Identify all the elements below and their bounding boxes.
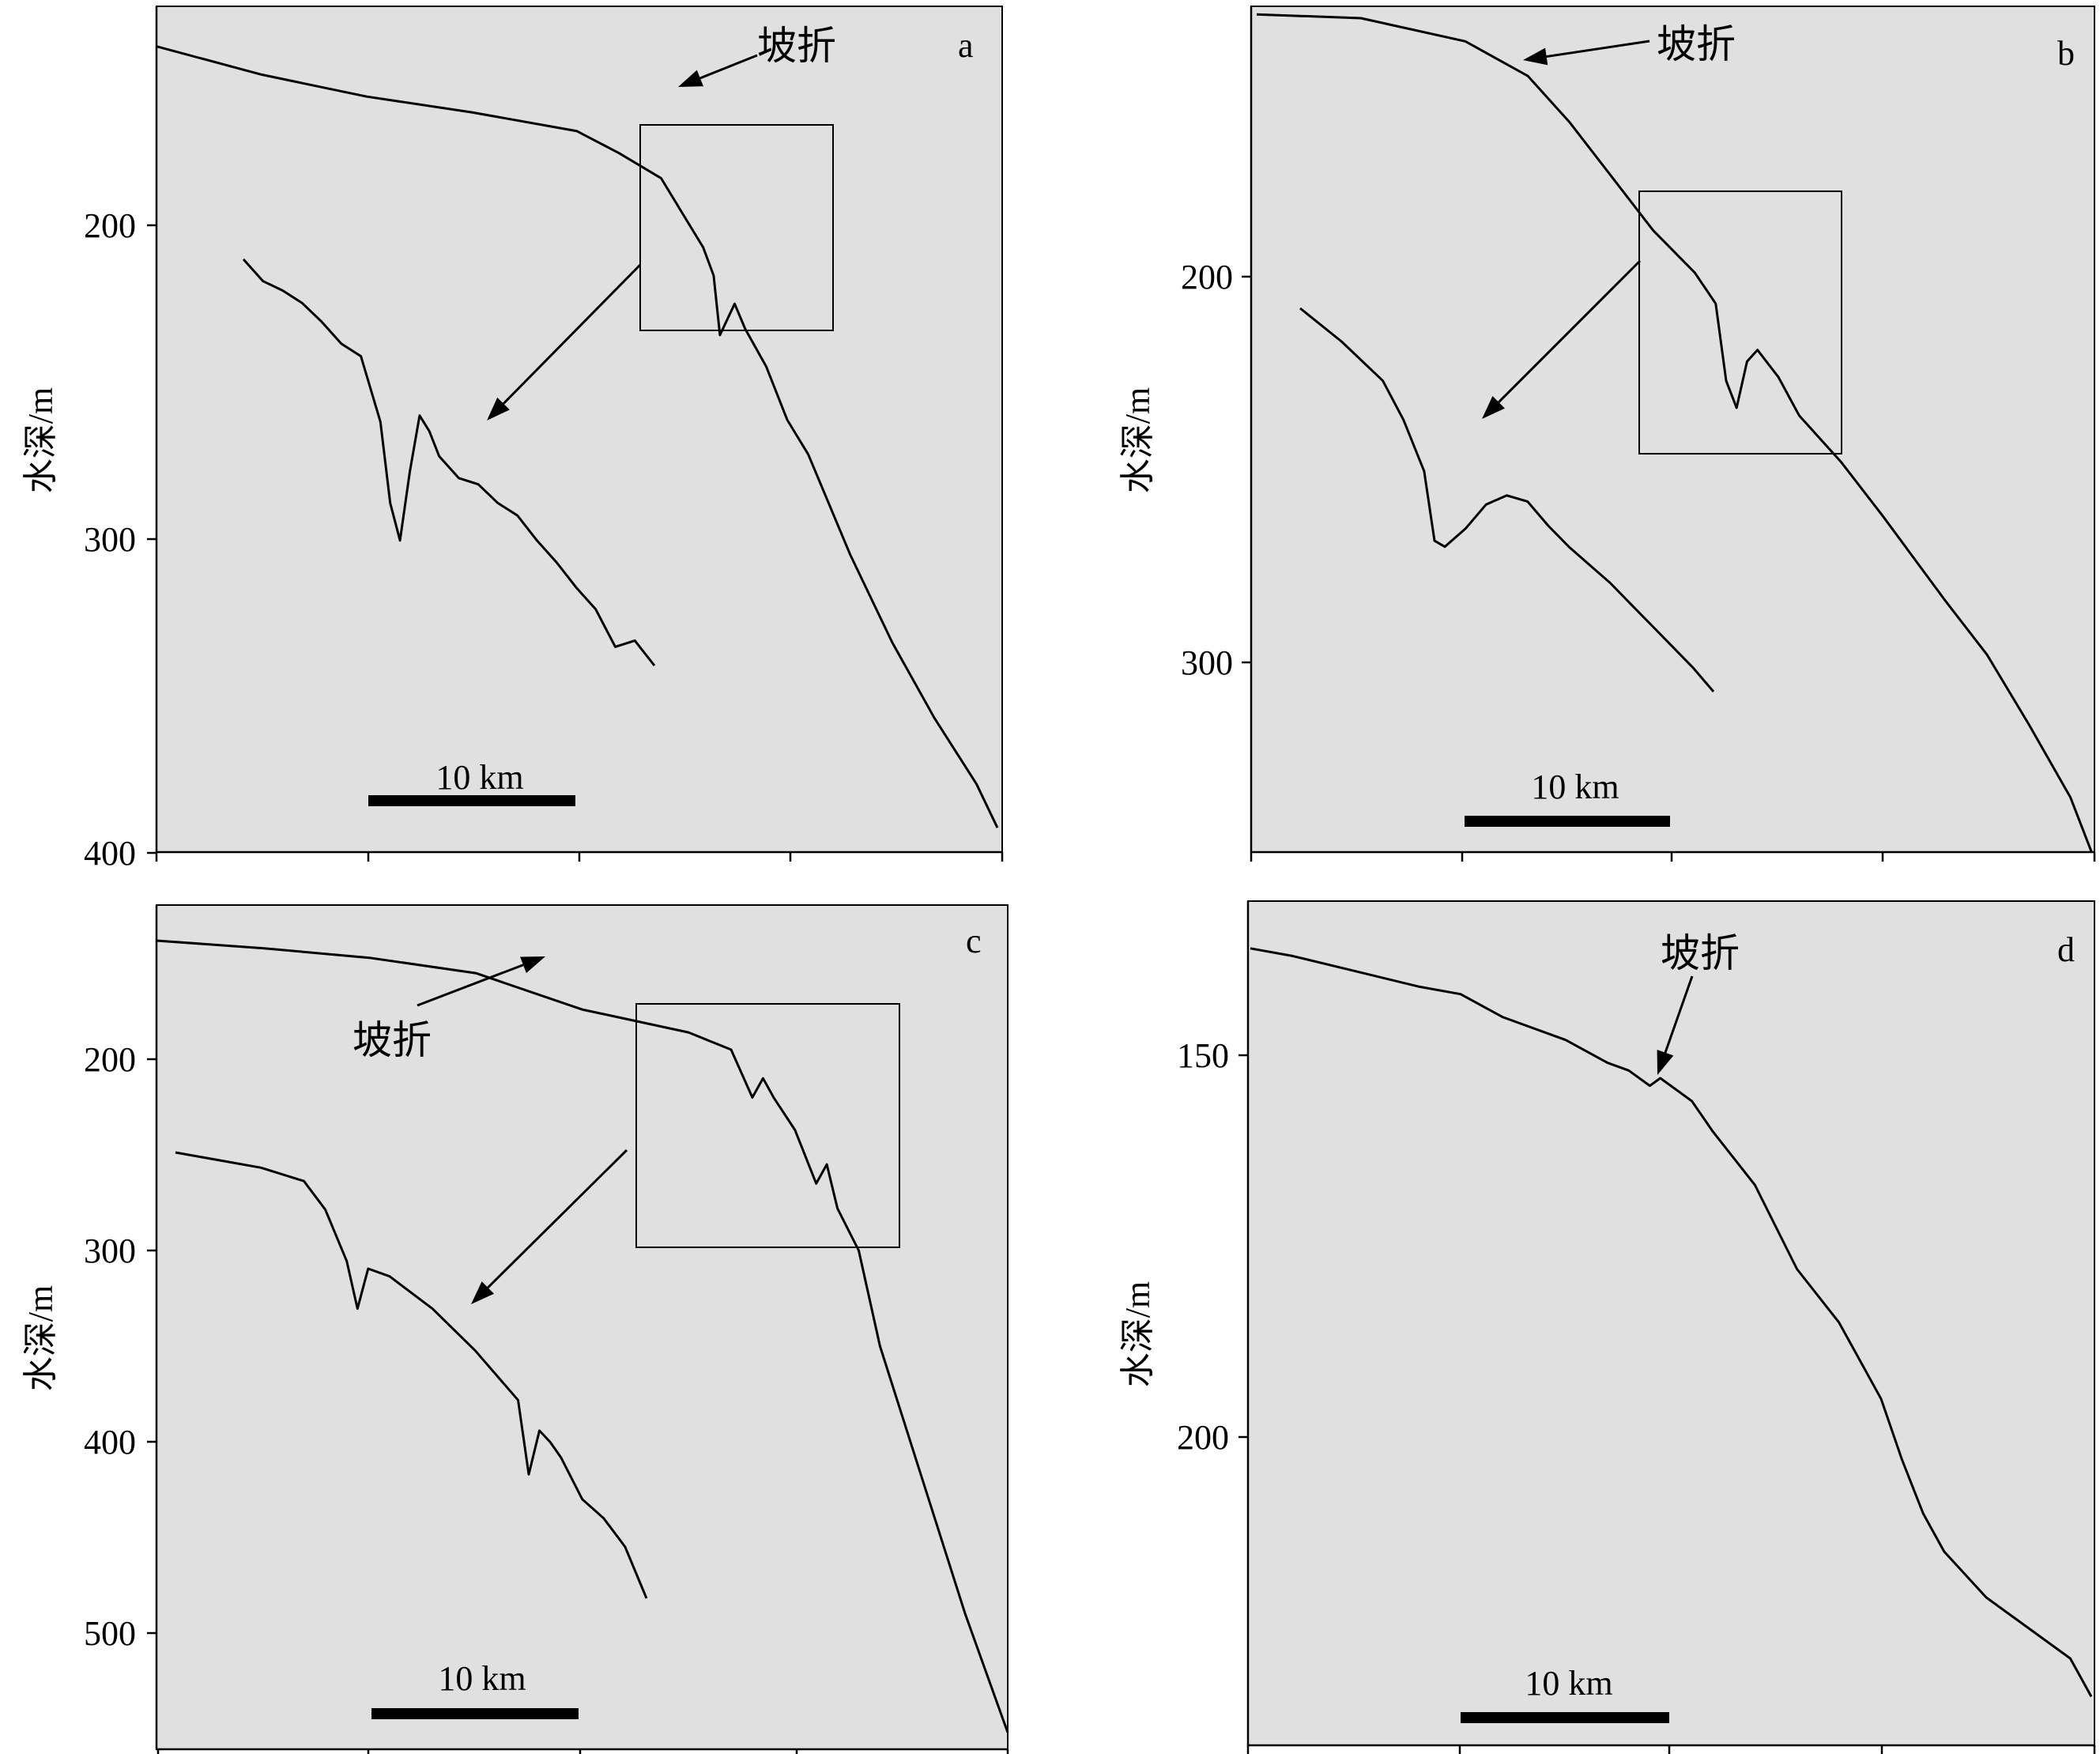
y-tick-label: 200 — [1177, 1418, 1229, 1457]
y-tick-label: 400 — [84, 834, 136, 873]
plot-area — [156, 904, 1009, 1750]
break-arrow-head — [678, 70, 703, 87]
break-arrow-shaft — [1664, 975, 1694, 1054]
panel-c: 200 300 400 500 水深/m c 坡折 10 km — [21, 904, 1009, 1754]
panel-a: 200 300 400 水深/m a 坡折 10 km — [21, 6, 1004, 873]
inset-arrow-head — [487, 397, 510, 421]
slope-break-label: 坡折 — [757, 23, 836, 69]
slope-break-label: 坡折 — [353, 1017, 432, 1063]
y-tick-label: 200 — [1181, 258, 1233, 296]
panel-letter: d — [2057, 930, 2075, 969]
slope-break-label: 坡折 — [1661, 930, 1740, 976]
inset-arrow-shaft — [487, 1149, 628, 1288]
y-tick-label: 200 — [84, 206, 136, 245]
y-axis-label: 水深/m — [21, 1285, 60, 1391]
depth-profile-line — [1256, 13, 2093, 852]
inset-profile-line — [175, 1151, 648, 1599]
panel-letter: a — [958, 26, 974, 65]
scale-bar-label: 10 km — [1525, 1664, 1612, 1703]
y-tick-label: 300 — [84, 520, 136, 559]
panel-d: 150 200 水深/m d 坡折 10 km — [1118, 900, 2096, 1754]
depth-profile-line — [156, 45, 999, 828]
zoom-box — [635, 1003, 900, 1248]
inset-arrow-shaft — [1498, 259, 1642, 403]
y-tick-label: 500 — [84, 1614, 136, 1653]
depth-profile-line — [156, 939, 1009, 1733]
plot-area — [156, 6, 1003, 853]
break-arrow-head — [1523, 47, 1548, 66]
break-arrow-head — [520, 956, 545, 973]
y-tick-label: 200 — [84, 1040, 136, 1079]
break-arrow-head — [1657, 1050, 1674, 1075]
break-arrow-shaft — [1546, 40, 1650, 58]
scale-bar — [368, 795, 575, 806]
y-tick-label: 150 — [1177, 1036, 1229, 1075]
scale-bar — [1465, 816, 1670, 827]
inset-arrow-shaft — [502, 263, 642, 405]
zoom-box — [639, 124, 834, 331]
scale-bar — [371, 1708, 579, 1719]
y-tick-label: 300 — [1181, 643, 1233, 682]
scale-bar-label: 10 km — [435, 758, 523, 797]
depth-profile-line — [1250, 947, 2093, 1698]
inset-profile-line — [1299, 307, 1715, 692]
y-axis-label: 水深/m — [21, 387, 60, 493]
plot-area — [1250, 6, 2095, 853]
scale-bar-label: 10 km — [438, 1659, 526, 1698]
break-arrow-shaft — [699, 54, 758, 80]
scale-bar — [1461, 1712, 1669, 1723]
panel-letter: b — [2057, 34, 2075, 73]
inset-profile-line — [242, 258, 656, 666]
inset-arrow-head — [471, 1281, 495, 1304]
y-axis-label: 水深/m — [1118, 1281, 1157, 1387]
y-tick-label: 400 — [84, 1423, 136, 1462]
panel-letter: c — [966, 922, 982, 960]
y-axis-label: 水深/m — [1118, 387, 1157, 493]
break-arrow-shaft — [417, 964, 524, 1007]
scale-bar-label: 10 km — [1531, 768, 1619, 806]
y-tick-label: 300 — [84, 1232, 136, 1270]
plot-area — [1247, 900, 2095, 1746]
inset-arrow-head — [1482, 396, 1505, 419]
panel-b: 200 300 水深/m b 坡折 10 km — [1118, 6, 2096, 862]
slope-break-label: 坡折 — [1657, 21, 1736, 67]
zoom-box — [1638, 190, 1842, 455]
